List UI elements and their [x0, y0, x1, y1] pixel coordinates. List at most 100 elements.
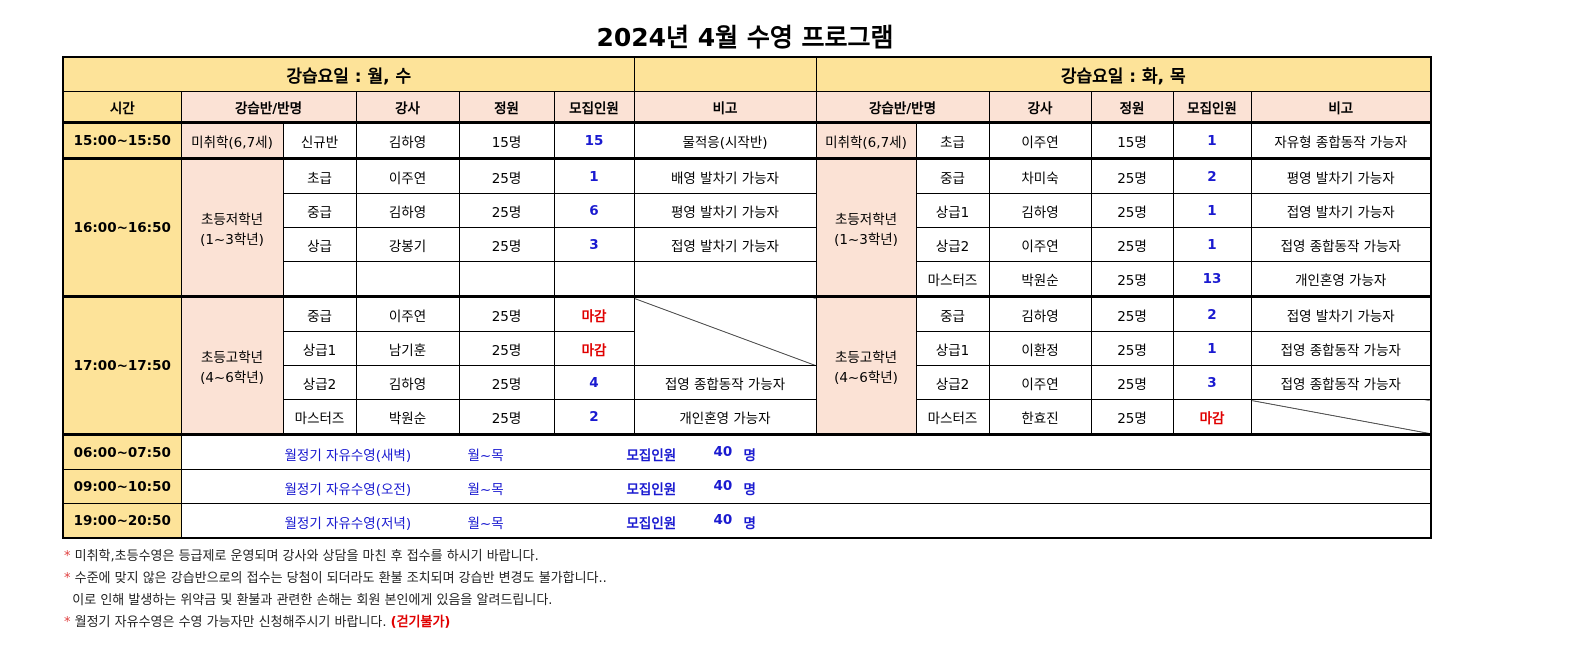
- class-cell: 상급2: [915, 365, 990, 400]
- recruit-cell: 2: [1172, 157, 1252, 194]
- teacher-cell: 이주연: [988, 365, 1092, 400]
- time-cell: 16:00~16:50: [62, 157, 182, 297]
- table-row: 마스터즈 박원순 25명 2 개인혼영 가능자 마스터즈 한효진 25명 마감: [63, 399, 1432, 435]
- note-cell: 접영 종합동작 가능자: [1250, 227, 1432, 262]
- schedule-table: 강습요일 : 월, 수 강습요일 : 화, 목 시간 강습반/반명 강사 정원 …: [62, 56, 1432, 539]
- recruit-cell: 2: [1172, 295, 1252, 332]
- table-row: 상급2 김하영 25명 4 접영 종합동작 가능자 상급2 이주연 25명 3 접영 종합동작 가…: [63, 365, 1432, 400]
- table-row: 15:00~15:50 미취학(6,7세) 신규반 김하영 15명 15 물적응…: [62, 121, 1432, 159]
- capacity-cell: 25명: [1090, 261, 1174, 297]
- time-cell: 06:00~07:50: [62, 433, 182, 470]
- recruit-count: 40: [713, 478, 733, 494]
- group-cell: 미취학(6,7세): [180, 121, 284, 159]
- recruit-cell: 1: [1172, 193, 1252, 228]
- header-class: 강습반/반명: [815, 91, 990, 123]
- free-swim-row: 06:00~07:50 월정기 자유수영(새벽) 월~목 모집인원 40 명: [62, 433, 1432, 470]
- class-cell: 마스터즈: [915, 261, 990, 297]
- capacity-cell: 15명: [1090, 121, 1174, 159]
- recruit-cell: 15: [553, 121, 635, 159]
- free-swim-row: 09:00~10:50 월정기 자유수영(오전) 월~목 모집인원 40 명: [62, 469, 1432, 504]
- empty-cell: [633, 261, 817, 297]
- capacity-cell: 25명: [1090, 227, 1174, 262]
- recruit-cell: 1: [1172, 331, 1252, 366]
- teacher-cell: 김하영: [988, 193, 1092, 228]
- group-cell: 초등저학년 (1~3학년): [815, 157, 917, 297]
- note-line: * 월정기 자유수영은 수영 가능자만 신청해주시기 바랍니다. (걷기불가): [64, 615, 451, 630]
- teacher-cell: 이주연: [988, 121, 1092, 159]
- empty-cell: [282, 261, 357, 297]
- class-cell: 상급1: [915, 331, 990, 366]
- recruit-count: 40: [713, 512, 733, 528]
- teacher-cell: 박원순: [355, 399, 460, 435]
- note-cell: 물적응(시작반): [633, 121, 817, 159]
- recruit-cell: 13: [1172, 261, 1252, 297]
- recruit-cell: 마감: [1172, 399, 1252, 435]
- recruit-cell: 2: [553, 399, 635, 435]
- note-cell: 접영 발차기 가능자: [1250, 295, 1432, 332]
- group-cell: 초등저학년 (1~3학년): [180, 157, 284, 297]
- teacher-cell: 김하영: [988, 295, 1092, 332]
- note-cell: 접영 종합동작 가능자: [633, 365, 817, 400]
- days-text: 월~목: [467, 516, 504, 532]
- unit-text: 명: [743, 448, 756, 464]
- table-row: 마스터즈 박원순 25명 13 개인혼영 가능자: [63, 261, 1432, 297]
- capacity-cell: 25명: [1090, 157, 1174, 194]
- group-cell: 미취학(6,7세): [815, 121, 917, 159]
- recruit-cell: 1: [553, 157, 635, 194]
- right-days-title: 강습요일 : 화, 목: [815, 56, 1432, 92]
- note-cell: 접영 종합동작 가능자: [1250, 365, 1432, 400]
- class-cell: 초급: [282, 157, 357, 194]
- class-cell: 상급1: [915, 193, 990, 228]
- header-note: 비고: [633, 91, 817, 123]
- header-note: 비고: [1250, 91, 1432, 123]
- header-recruit: 모집인원: [1172, 91, 1252, 123]
- recruit-count: 40: [713, 444, 733, 460]
- teacher-cell: 차미숙: [988, 157, 1092, 194]
- warning-text: (걷기불가): [390, 615, 451, 630]
- empty-cell: [355, 261, 460, 297]
- recruit-label: 모집인원: [626, 516, 677, 532]
- note-cell: 자유형 종합동작 가능자: [1250, 121, 1432, 159]
- free-swim-info: 월정기 자유수영(저녁) 월~목 모집인원 40 명: [180, 503, 1432, 539]
- class-cell: 상급2: [915, 227, 990, 262]
- teacher-cell: 한효진: [988, 399, 1092, 435]
- class-cell: 신규반: [282, 121, 357, 159]
- recruit-cell: 4: [553, 365, 635, 400]
- page-title: 2024년 4월 수영 프로그램: [596, 23, 894, 52]
- capacity-cell: 25명: [1090, 399, 1174, 435]
- header-teacher: 강사: [988, 91, 1092, 123]
- class-cell: 중급: [282, 193, 357, 228]
- teacher-cell: 이주연: [355, 295, 460, 332]
- capacity-cell: 25명: [1090, 365, 1174, 400]
- teacher-cell: 이주연: [988, 227, 1092, 262]
- recruit-cell: 3: [1172, 365, 1252, 400]
- days-text: 월~목: [467, 482, 504, 498]
- capacity-cell: 25명: [458, 331, 555, 366]
- time-cell: 15:00~15:50: [62, 121, 182, 159]
- note-cell-empty: [1250, 399, 1432, 435]
- table-row: 중급 김하영 25명 6 평영 발차기 가능자 상급1 김하영 25명 1 접영 발차기 가능자: [63, 193, 1432, 228]
- time-cell: 17:00~17:50: [62, 295, 182, 435]
- header-class: 강습반/반명: [180, 91, 357, 123]
- recruit-cell: 1: [1172, 121, 1252, 159]
- class-cell: 마스터즈: [915, 399, 990, 435]
- class-cell: 중급: [282, 295, 357, 332]
- header-capacity: 정원: [1090, 91, 1174, 123]
- teacher-cell: 남기훈: [355, 331, 460, 366]
- days-text: 월~목: [467, 448, 504, 464]
- free-swim-info: 월정기 자유수영(오전) 월~목 모집인원 40 명: [180, 469, 1432, 504]
- teacher-cell: 김하영: [355, 193, 460, 228]
- capacity-cell: 25명: [458, 157, 555, 194]
- teacher-cell: 강봉기: [355, 227, 460, 262]
- teacher-cell: 이환정: [988, 331, 1092, 366]
- empty-cell: [553, 261, 635, 297]
- capacity-cell: 15명: [458, 121, 555, 159]
- recruit-cell: 마감: [553, 295, 635, 332]
- empty-cell: [458, 261, 555, 297]
- capacity-cell: 25명: [458, 365, 555, 400]
- note-cell-empty: [633, 295, 817, 366]
- note-cell: 개인혼영 가능자: [633, 399, 817, 435]
- notes: * 미취학,초등수영은 등급제로 운영되며 강사와 상담을 마친 후 접수를 하…: [64, 546, 607, 634]
- header-recruit: 모집인원: [553, 91, 635, 123]
- header-capacity: 정원: [458, 91, 555, 123]
